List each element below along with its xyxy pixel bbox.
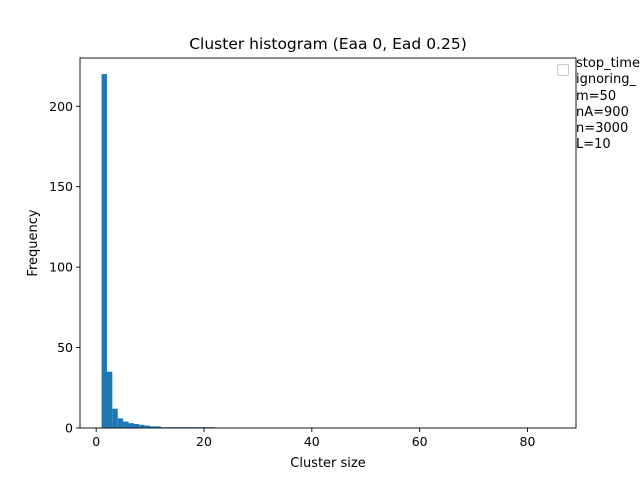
legend-line-4: nA=900 (576, 104, 629, 120)
histogram-bar-1 (101, 74, 107, 428)
histogram-bar-10 (150, 426, 156, 428)
histogram-bar-7 (133, 423, 140, 428)
legend-line-2: ignoring_ (576, 72, 637, 88)
histogram-bar-9 (144, 425, 151, 428)
histogram-bar-5 (123, 421, 129, 428)
histogram-bar-11 (155, 426, 161, 428)
x-tick-label-3: 60 (412, 434, 428, 449)
y-tick-label-3: 150 (49, 179, 73, 194)
x-tick-label-1: 20 (196, 434, 212, 449)
y-tick-label-4: 200 (49, 99, 73, 114)
legend-line-3: m=50 (576, 88, 617, 104)
legend-line-5: n=3000 (576, 121, 629, 137)
chart-title: Cluster histogram (Eaa 0, Ead 0.25) (189, 35, 467, 53)
legend-line-1: stop_time (576, 56, 640, 71)
histogram-bar-2 (106, 371, 113, 428)
y-tick-label-0: 0 (65, 421, 73, 436)
histogram-bar-3 (112, 408, 118, 428)
y-axis-label: Frequency (26, 209, 41, 276)
histogram-bar-6 (128, 423, 134, 428)
y-axis-ticks: 0 50 100 150 200 (49, 99, 80, 436)
x-tick-label-0: 0 (92, 434, 100, 449)
bars-group (101, 74, 215, 428)
histogram-bar-4 (117, 418, 124, 428)
plot-frame (79, 57, 577, 429)
x-axis-label: Cluster size (290, 456, 365, 471)
x-axis-ticks: 0 20 40 60 80 (92, 428, 535, 449)
legend: stop_time ignoring_ m=50 nA=900 n=3000 L=10 (576, 56, 640, 154)
legend-marker (557, 64, 569, 76)
x-tick-label-4: 80 (520, 434, 536, 449)
y-tick-label-1: 50 (57, 340, 73, 355)
x-tick-label-2: 40 (304, 434, 320, 449)
y-tick-label-2: 100 (49, 260, 73, 275)
legend-line-6: L=10 (576, 137, 611, 153)
histogram-bar-8 (139, 424, 145, 428)
